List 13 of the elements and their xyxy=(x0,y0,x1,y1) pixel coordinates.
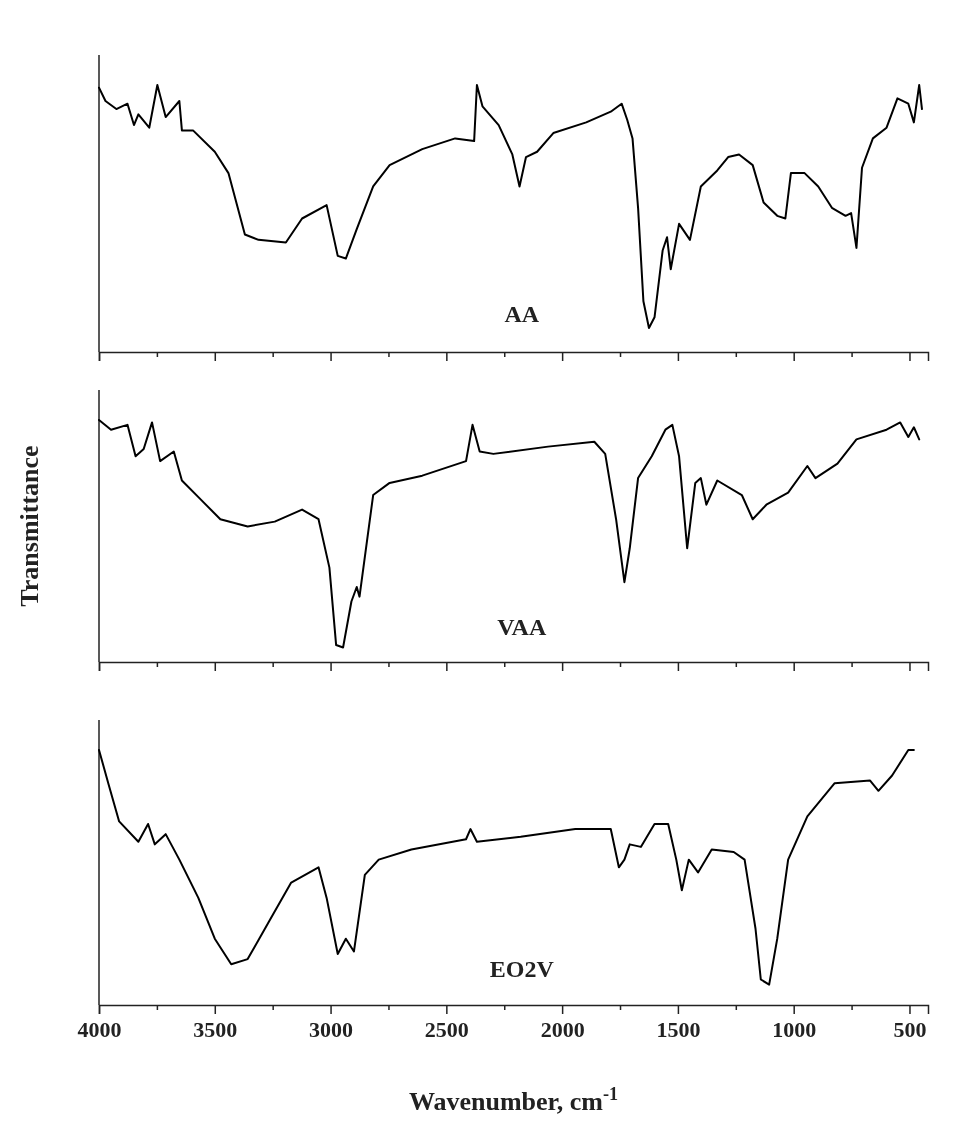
text: EO2V xyxy=(489,955,555,982)
x-tick-label: 4000 xyxy=(77,1016,122,1042)
x-tick-label: 2000 xyxy=(540,1016,585,1042)
x-tick-label: 3500 xyxy=(193,1016,238,1042)
x-tick-label: 3000 xyxy=(309,1016,354,1042)
text: VAA xyxy=(497,613,547,640)
x-tick-label: 2500 xyxy=(424,1016,469,1042)
x-axis-title: Wavenumber, cm$^{-1}$ xyxy=(408,1084,619,1116)
x-tick-label: 1500 xyxy=(656,1016,701,1042)
text: AA xyxy=(504,301,540,328)
x-tick-label: 1000 xyxy=(772,1016,817,1042)
y-axis-title: Transmittance xyxy=(15,445,44,607)
x-tick-label: 500 xyxy=(893,1016,927,1042)
